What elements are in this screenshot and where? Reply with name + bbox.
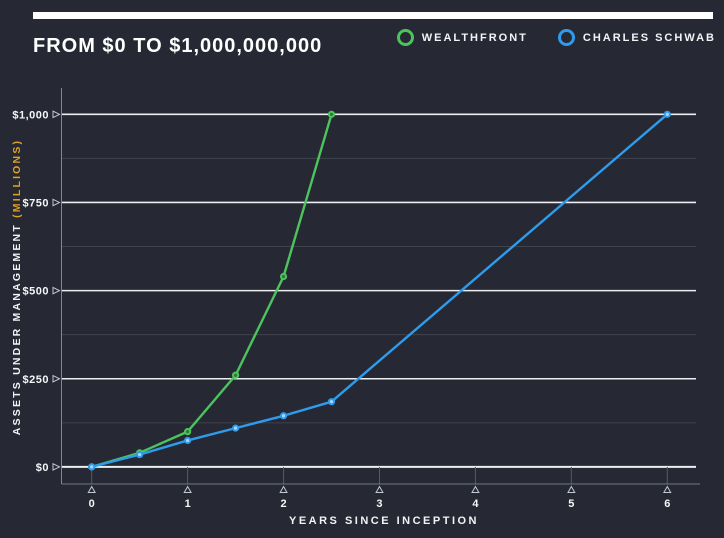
x-tick-label: 1 <box>185 498 191 510</box>
x-tick-arrow-icon <box>279 485 288 493</box>
chart-legend: WEALTHFRONT CHARLES SCHWAB <box>396 29 716 46</box>
wealthfront-ring-icon <box>396 29 414 46</box>
y-tick-arrow-icon <box>52 110 61 119</box>
data-point-center <box>90 465 94 469</box>
x-tick-label: 4 <box>472 498 479 510</box>
y-tick-label: $1,000 <box>12 109 49 121</box>
data-point-center <box>281 274 286 279</box>
x-tick-arrow-icon <box>87 485 96 493</box>
data-point-center <box>281 414 286 418</box>
x-tick-arrow-icon <box>183 485 192 493</box>
data-point-center <box>233 373 238 377</box>
x-tick-arrow-icon <box>567 485 576 493</box>
x-tick-label: 2 <box>280 498 286 510</box>
data-point-center <box>665 112 669 116</box>
legend-label-wealthfront: WEALTHFRONT <box>421 31 528 44</box>
y-tick-label: $0 <box>36 462 49 474</box>
tick-labels-layer: $0 $250 $500 $750 $1,000 0 1 2 3 4 5 6 <box>12 109 672 510</box>
data-point-center <box>186 430 190 434</box>
x-axis-title: YEARS SINCE INCEPTION <box>289 515 479 527</box>
data-point-center <box>329 112 334 116</box>
page-title: FROM $0 TO $1,000,000,000 <box>33 35 323 58</box>
series-line-wealthfront <box>90 113 333 469</box>
y-tick-arrow-icon <box>52 374 61 383</box>
x-tick-label: 5 <box>568 498 574 510</box>
schwab-ring-icon <box>557 29 575 46</box>
axes-layer <box>61 88 700 485</box>
y-tick-label: $750 <box>23 197 49 209</box>
x-tick-arrow-icon <box>471 485 480 493</box>
x-tick-label: 0 <box>89 498 95 510</box>
legend-label-schwab: CHARLES SCHWAB <box>582 31 716 44</box>
y-tick-label: $500 <box>23 286 49 298</box>
data-point-center <box>186 438 190 443</box>
y-tick-arrow-icon <box>52 462 61 471</box>
legend-item-wealthfront: WEALTHFRONT <box>396 29 528 46</box>
gridlines-layer <box>62 113 696 484</box>
x-tick-label: 3 <box>376 498 382 510</box>
y-tick-arrow-icon <box>52 286 61 295</box>
y-tick-label: $250 <box>23 374 49 386</box>
data-point-center <box>138 452 142 457</box>
data-point-center <box>329 400 334 404</box>
y-tick-arrow-icon <box>52 198 61 207</box>
legend-item-schwab: CHARLES SCHWAB <box>557 29 716 46</box>
x-tick-arrow-icon <box>663 485 672 493</box>
series-layer <box>88 110 671 471</box>
x-tick-arrow-icon <box>375 485 384 493</box>
x-tick-label: 6 <box>664 498 670 510</box>
title-underline-bar <box>33 12 713 19</box>
data-point-center <box>233 426 238 430</box>
y-axis-title: ASSETS UNDER MANAGEMENT (MILLIONS) <box>11 139 23 435</box>
